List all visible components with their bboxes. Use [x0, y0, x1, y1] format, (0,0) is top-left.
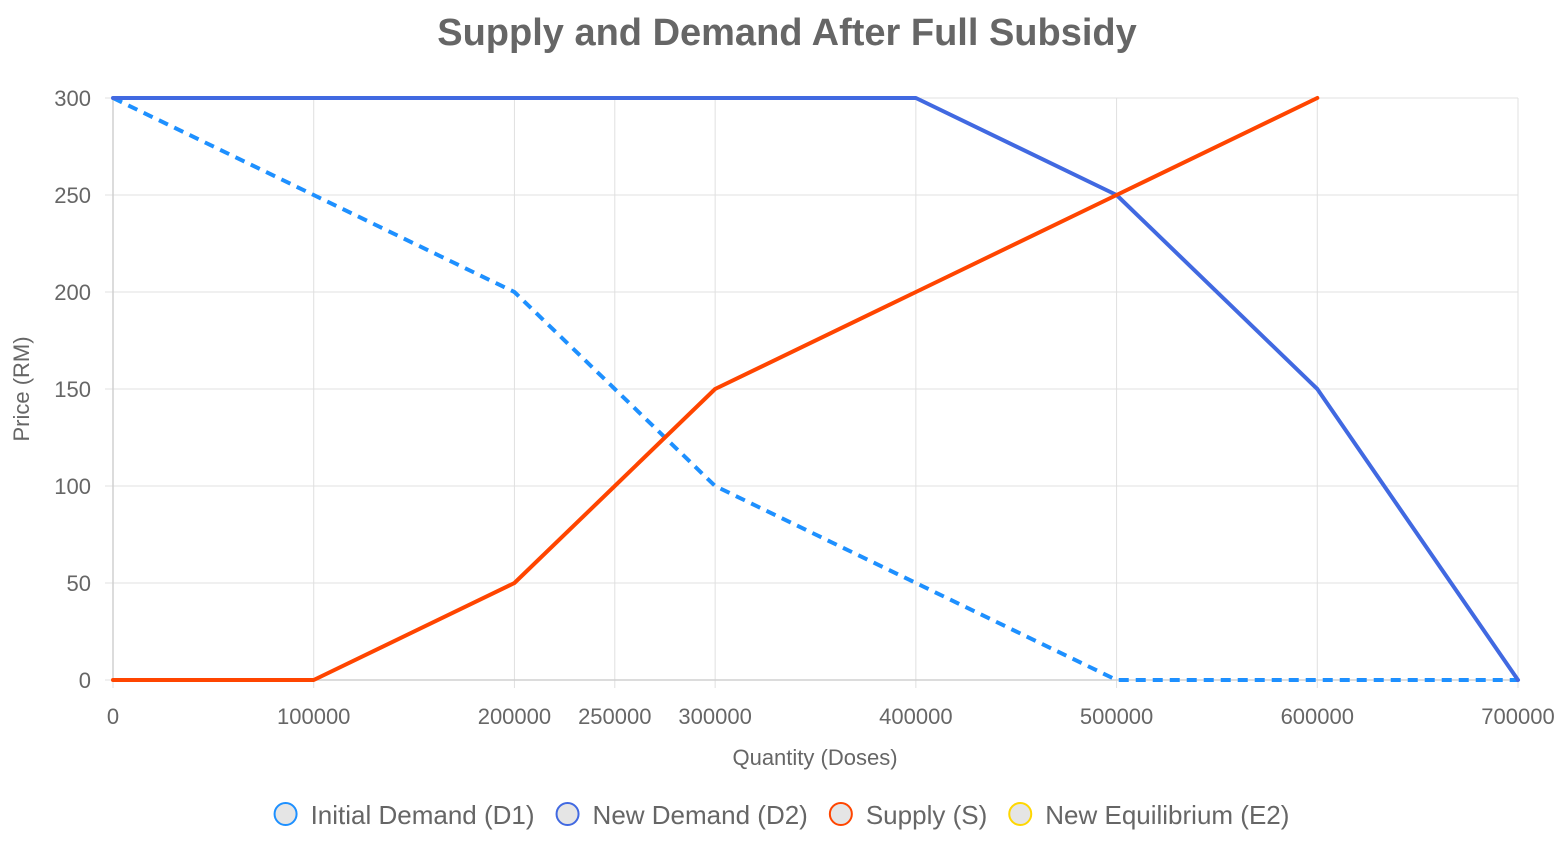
- legend-label: Supply (S): [866, 800, 987, 830]
- x-tick-label: 300000: [678, 704, 751, 729]
- x-axis-title: Quantity (Doses): [732, 745, 897, 770]
- legend-marker-icon: [828, 802, 853, 826]
- y-tick-label: 50: [67, 571, 91, 596]
- series-line-3: [111, 96, 1320, 682]
- legend-marker-icon: [273, 802, 298, 826]
- legend-label: New Demand (D2): [593, 800, 808, 830]
- legend: Initial Demand (D1) New Demand (D2) Supply…: [273, 800, 1289, 830]
- x-tick-label: 400000: [879, 704, 952, 729]
- y-tick-label: 300: [54, 86, 91, 111]
- legend-item[interactable]: New Equilibrium (E2): [1008, 800, 1289, 830]
- legend-marker-icon: [555, 802, 580, 826]
- y-axis-title: Price (RM): [9, 336, 34, 441]
- x-tick-label: 100000: [277, 704, 350, 729]
- y-tick-label: 250: [54, 183, 91, 208]
- legend-item[interactable]: Initial Demand (D1): [273, 800, 535, 830]
- legend-item[interactable]: New Demand (D2): [555, 800, 808, 830]
- x-tick-label: 200000: [478, 704, 551, 729]
- grid: [105, 97, 1519, 688]
- tick-labels: 0 100000 200000 250000 300000 400000 500000 600…: [54, 86, 1554, 729]
- legend-label: Initial Demand (D1): [311, 800, 535, 830]
- series: [111, 96, 1520, 682]
- x-tick-label: 500000: [1080, 704, 1153, 729]
- x-tick-label: 250000: [578, 704, 651, 729]
- chart-title: Supply and Demand After Full Subsidy: [437, 12, 1137, 54]
- x-tick-label: 700000: [1481, 704, 1554, 729]
- y-tick-label: 200: [54, 280, 91, 305]
- legend-marker-icon: [1008, 802, 1033, 826]
- legend-label: New Equilibrium (E2): [1045, 800, 1289, 830]
- y-tick-label: 0: [79, 668, 91, 693]
- axes: [112, 98, 1518, 681]
- y-tick-label: 150: [54, 377, 91, 402]
- x-tick-label: 600000: [1281, 704, 1354, 729]
- legend-item[interactable]: Supply (S): [828, 800, 987, 830]
- y-tick-label: 100: [54, 474, 91, 499]
- x-tick-label: 0: [107, 704, 119, 729]
